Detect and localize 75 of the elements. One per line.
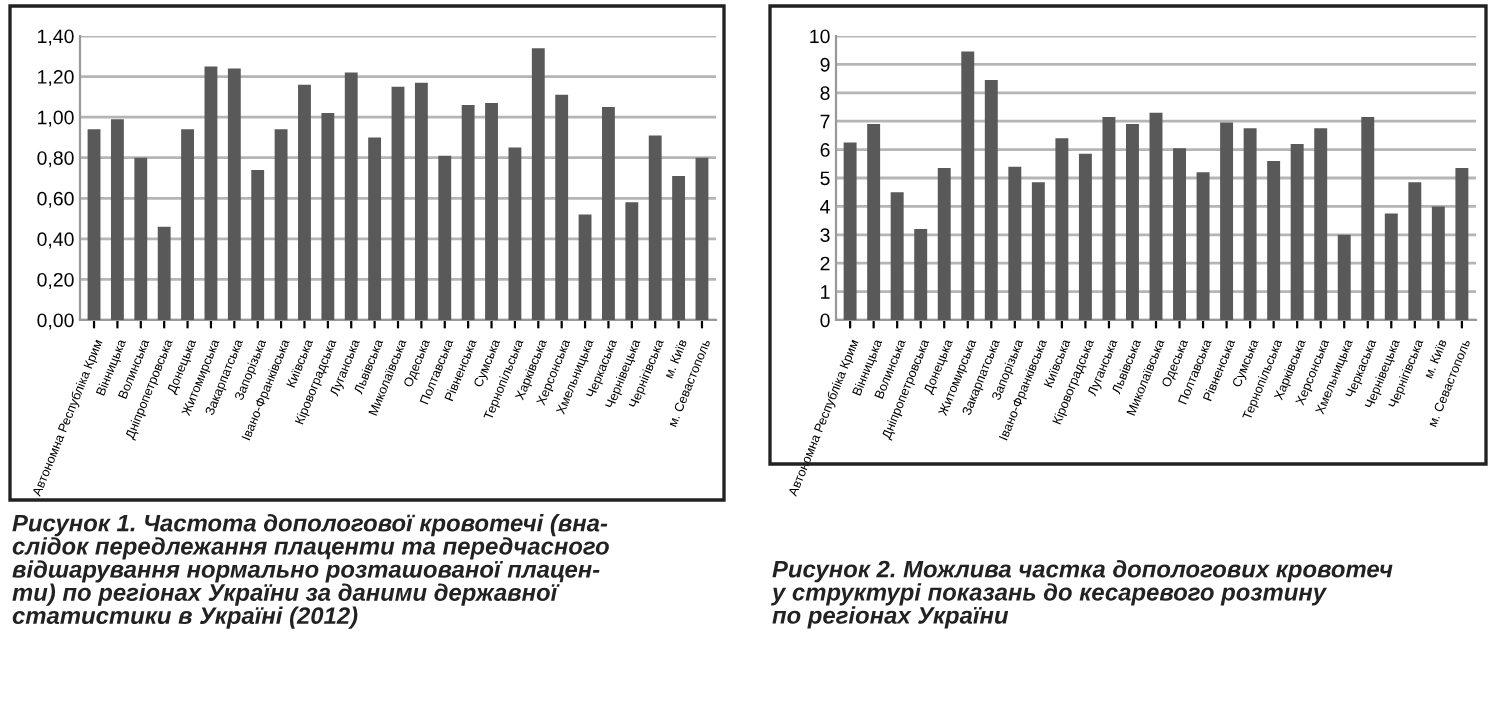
bar — [110, 119, 124, 320]
bar — [1008, 166, 1022, 320]
y-tick-label: 1,40 — [38, 29, 74, 46]
bar — [485, 102, 498, 320]
bar — [555, 94, 569, 320]
bar — [695, 157, 709, 320]
bar — [298, 84, 311, 320]
bar — [1290, 143, 1304, 320]
bar — [1173, 148, 1186, 320]
y-tick-label: 1,00 — [38, 110, 74, 127]
bar — [181, 129, 194, 320]
bar — [157, 226, 171, 320]
bar — [227, 68, 241, 320]
y-tick-label: 10 — [810, 29, 830, 44]
y-tick-label: 9 — [820, 57, 830, 72]
bar — [251, 169, 265, 320]
bar — [867, 124, 881, 320]
bar — [578, 214, 592, 320]
y-tick-label: 3 — [820, 228, 830, 243]
bar — [368, 137, 382, 320]
bar — [1220, 122, 1234, 320]
bar — [648, 135, 662, 320]
bar — [890, 192, 904, 320]
y-tick-label: 0,60 — [37, 191, 74, 208]
bar — [1455, 168, 1469, 320]
bar — [1314, 128, 1328, 320]
bar — [1055, 138, 1069, 320]
bar — [321, 113, 335, 320]
y-tick-label: 0 — [820, 313, 830, 328]
y-tick-label: 4 — [820, 200, 830, 214]
bar — [134, 157, 148, 320]
bar — [87, 129, 101, 320]
bar — [391, 86, 405, 320]
bar — [1243, 128, 1257, 320]
bar — [984, 80, 998, 320]
bar — [204, 66, 218, 320]
y-tick-label: 8 — [820, 86, 830, 101]
bar — [344, 72, 358, 320]
bar — [1384, 213, 1398, 320]
bar — [961, 51, 975, 320]
y-tick-label: 7 — [820, 114, 830, 129]
y-tick-label: 5 — [820, 171, 830, 186]
bar — [1078, 153, 1092, 320]
bar — [602, 107, 615, 320]
bar — [1102, 116, 1116, 320]
bar — [414, 82, 428, 320]
bar — [531, 48, 545, 320]
bar — [1031, 182, 1045, 320]
y-tick-label: 2 — [820, 256, 830, 271]
bar — [1361, 116, 1375, 320]
bar — [274, 129, 288, 320]
y-tick-label: 1 — [821, 285, 830, 299]
text: Рисунок 1. Частота допологової кровотечі (вна- слідок передлежання плаценти та передчасного відшарування нормально розташованої плацен- ти) по регіонах України за даними державної статистики в Україні (2012) — [12, 514, 609, 629]
y-tick-label: 0,80 — [37, 151, 74, 168]
bar — [1126, 124, 1139, 320]
bar — [914, 229, 928, 320]
y-tick-label: 0,40 — [37, 232, 74, 249]
y-tick-label: 0,00 — [37, 313, 74, 330]
y-tick-label: 0,20 — [37, 272, 74, 289]
y-tick-label: 1,20 — [38, 70, 74, 87]
bar — [1267, 160, 1281, 320]
y-tick-label: 6 — [820, 143, 830, 157]
bar — [1337, 234, 1351, 320]
bar — [625, 202, 639, 320]
bar — [1431, 206, 1445, 320]
bar — [1196, 172, 1210, 320]
bar — [1149, 112, 1163, 320]
bar — [1408, 182, 1422, 320]
bar — [843, 142, 857, 320]
bar — [508, 147, 522, 320]
bar — [672, 175, 686, 320]
text: Рисунок 2. Можлива частка допологових кровотеч у структурі показань до кесаревого розтину по регіонах України — [771, 560, 1393, 629]
bar — [461, 104, 475, 320]
bar — [937, 168, 951, 320]
bar — [438, 155, 452, 320]
